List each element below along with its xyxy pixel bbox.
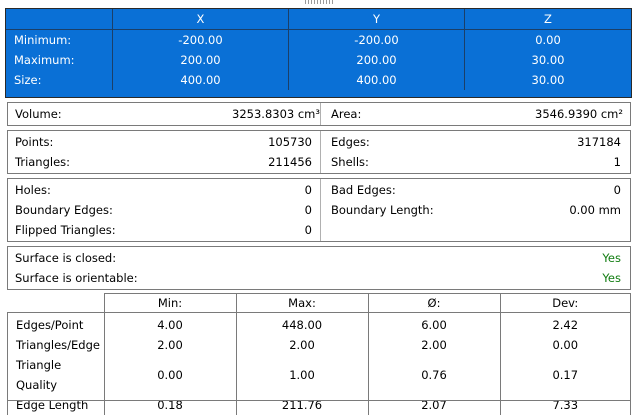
volume-label: Volume: <box>15 107 62 121</box>
stats-header-row: Min: Max: Ø: Dev: <box>7 293 631 313</box>
points-label: Points: <box>15 135 54 149</box>
stats-header-max: Max: <box>235 293 369 313</box>
surface-closed-value: Yes <box>602 251 621 265</box>
bbox-size-x: 400.00 <box>180 73 221 87</box>
points-value: 105730 <box>268 135 312 149</box>
statistics-table: Min: Max: Ø: Dev: Edges/Point 4.00 448.0… <box>7 293 631 415</box>
stats-header-min: Min: <box>103 293 237 313</box>
bbox-row-label: Size: <box>6 70 113 90</box>
stats-header-dev: Dev: <box>499 293 631 313</box>
bbox-min-x: -200.00 <box>178 33 223 47</box>
holes-value: 0 <box>304 183 312 197</box>
bbox-max-x: 200.00 <box>180 53 221 67</box>
column-divider <box>320 179 321 241</box>
bbox-header-row: X Y Z <box>6 9 631 30</box>
stats-header-avg: Ø: <box>367 293 501 313</box>
edges-label: Edges: <box>331 135 370 149</box>
triangles-label: Triangles: <box>15 155 71 169</box>
stats-row-name: Edges/Point <box>7 312 104 335</box>
stats-row-name: Triangle Quality <box>7 355 104 395</box>
bbox-header-x: X <box>112 9 289 30</box>
bbox-size-y: 400.00 <box>288 70 465 90</box>
bbox-size-z: 30.00 <box>464 70 631 90</box>
stats-cell-avg: 6.00 <box>367 312 500 335</box>
bbox-header-y: Y <box>288 9 465 30</box>
bbox-row-size: Size: 400.00 400.00 30.00 <box>6 70 631 90</box>
surface-orientable-value: Yes <box>602 271 621 285</box>
boundary-edges-label: Boundary Edges: <box>15 203 113 217</box>
bounding-box-table[interactable]: X Y Z Minimum: -200.00 -200.00 0.00 Maxi… <box>5 8 632 98</box>
flipped-triangles-label: Flipped Triangles: <box>15 223 116 237</box>
stats-cell-avg: 2.00 <box>367 335 500 355</box>
stats-cell-dev: 2.42 <box>499 312 631 335</box>
table-row: Triangles/Edge 2.00 2.00 2.00 0.00 <box>7 335 631 355</box>
boundary-edges-value: 0 <box>304 203 312 217</box>
stats-row-name: Triangles/Edge <box>7 335 104 355</box>
bbox-header-blank <box>6 9 113 30</box>
area-value: 3546.9390 cm² <box>535 107 623 121</box>
bbox-row-minimum: Minimum: -200.00 -200.00 0.00 <box>6 29 631 50</box>
stats-header-blank <box>7 293 105 313</box>
bbox-header-z: Z <box>464 9 631 30</box>
counts-panel: Points: 105730 Edges: 317184 Triangles: … <box>7 130 631 174</box>
surface-orientable-label: Surface is orientable: <box>15 271 138 285</box>
shells-value: 1 <box>613 155 621 169</box>
flipped-triangles-value: 0 <box>304 223 312 237</box>
stats-cell-max: 211.76 <box>235 395 368 415</box>
table-row: Edge Length 0.18 211.76 2.07 7.33 <box>7 395 631 415</box>
bbox-row-maximum: Maximum: 200.00 200.00 30.00 <box>6 50 631 70</box>
column-divider <box>320 131 321 173</box>
stats-row-name: Edge Length <box>7 395 104 415</box>
surface-closed-label: Surface is closed: <box>15 251 117 265</box>
defects-panel: Holes: 0 Bad Edges: 0 Boundary Edges: 0 … <box>7 178 631 242</box>
bbox-row-label: Maximum: <box>6 50 113 70</box>
stats-cell-avg: 2.07 <box>367 395 500 415</box>
stats-cell-max: 1.00 <box>235 355 368 395</box>
surface-panel: Surface is closed: Yes Surface is orient… <box>7 246 631 290</box>
bbox-max-y: 200.00 <box>288 50 465 70</box>
triangles-value: 211456 <box>268 155 312 169</box>
boundary-length-value: 0.00 mm <box>569 203 621 217</box>
stats-cell-dev: 0.00 <box>499 335 631 355</box>
bbox-min-y: -200.00 <box>288 29 465 50</box>
bad-edges-label: Bad Edges: <box>331 183 396 197</box>
stats-cell-max: 2.00 <box>235 335 368 355</box>
stats-cell-dev: 7.33 <box>499 395 631 415</box>
stats-cell-min: 4.00 <box>103 312 236 335</box>
holes-label: Holes: <box>15 183 51 197</box>
bbox-max-z: 30.00 <box>464 50 631 70</box>
stats-cell-avg: 0.76 <box>367 355 500 395</box>
edges-value: 317184 <box>577 135 621 149</box>
volume-value: 3253.8303 cm³ <box>232 107 320 121</box>
table-row: Triangle Quality 0.00 1.00 0.76 0.17 <box>7 355 631 395</box>
stats-cell-min: 0.18 <box>103 395 236 415</box>
area-label: Area: <box>331 107 362 121</box>
stats-cell-max: 448.00 <box>235 312 368 335</box>
stats-cell-min: 0.00 <box>103 355 236 395</box>
resize-grip[interactable] <box>305 0 335 4</box>
column-divider <box>320 103 321 125</box>
bbox-row-label: Minimum: <box>6 29 113 50</box>
stats-cell-dev: 0.17 <box>499 355 631 395</box>
shells-label: Shells: <box>331 155 369 169</box>
bad-edges-value: 0 <box>613 183 621 197</box>
volume-area-panel: Volume: 3253.8303 cm³ Area: 3546.9390 cm… <box>7 102 631 126</box>
stats-cell-min: 2.00 <box>103 335 236 355</box>
table-row: Edges/Point 4.00 448.00 6.00 2.42 <box>7 312 631 335</box>
bbox-min-z: 0.00 <box>464 29 631 50</box>
boundary-length-label: Boundary Length: <box>331 203 434 217</box>
